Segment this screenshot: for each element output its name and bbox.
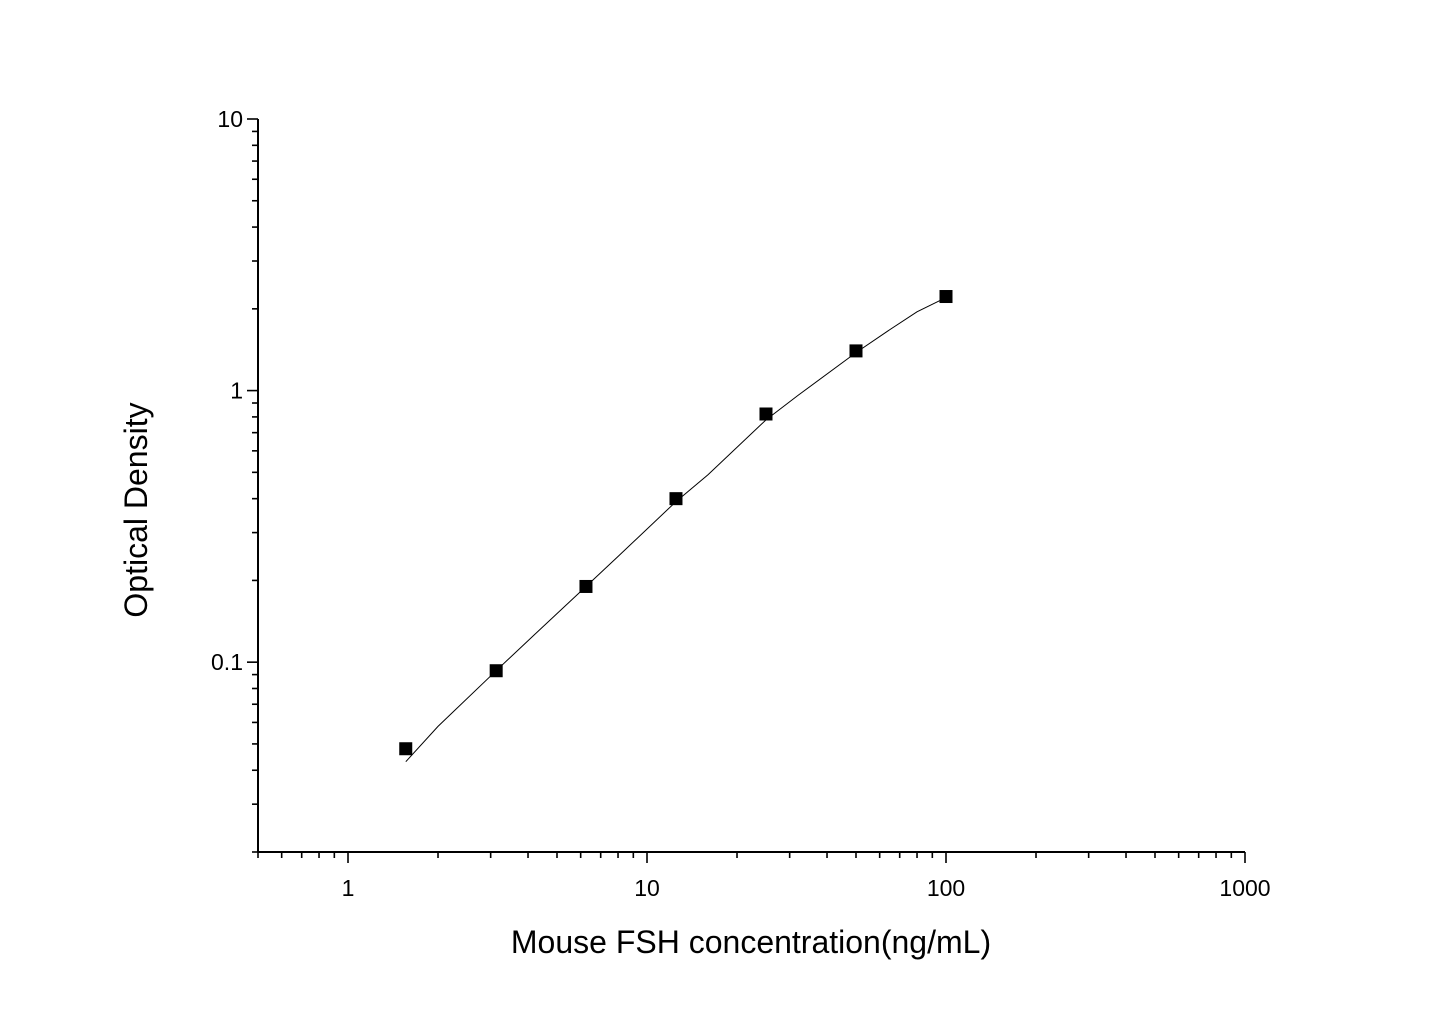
data-point (669, 492, 683, 506)
y-tick-label: 0.1 (211, 649, 243, 675)
data-point (489, 664, 503, 678)
data-point (759, 407, 773, 421)
x-tick-label: 1000 (1219, 875, 1270, 901)
y-tick-label: 1 (230, 378, 243, 404)
x-tick-label: 1 (342, 875, 355, 901)
fit-curve (405, 297, 947, 763)
x-tick-label: 100 (927, 875, 965, 901)
data-point (399, 742, 413, 756)
ticks (247, 118, 1246, 863)
y-axis-title: Optical Density (118, 402, 154, 617)
data-point (579, 579, 593, 593)
data-points (399, 290, 953, 756)
tick-labels: 1 10 100 1000 0.1 1 10 (211, 106, 1271, 901)
x-axis-title: Mouse FSH concentration(ng/mL) (511, 924, 991, 960)
data-point (939, 290, 953, 304)
y-tick-label: 10 (217, 106, 243, 132)
data-point (849, 344, 863, 358)
x-tick-label: 10 (634, 875, 660, 901)
axes (257, 119, 1245, 853)
